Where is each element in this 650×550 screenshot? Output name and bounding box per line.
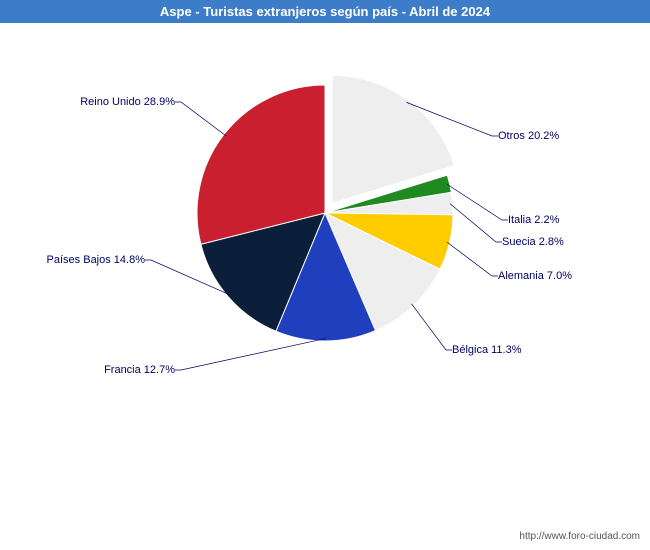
slice-label: Reino Unido 28.9% <box>80 96 175 108</box>
slice-label: Países Bajos 14.8% <box>47 254 146 266</box>
slice-label: Suecia 2.8% <box>502 236 564 248</box>
slice-label: Otros 20.2% <box>498 130 559 142</box>
pie-chart: Otros 20.2% Italia 2.2% Suecia 2.8% Alemani… <box>0 23 650 513</box>
slice-label: Francia 12.7% <box>104 364 175 376</box>
footer-url: http://www.foro-ciudad.com <box>519 531 640 542</box>
slice-label: Bélgica 11.3% <box>452 344 522 356</box>
slice-label: Italia 2.2% <box>508 214 560 226</box>
title-bar: Aspe - Turistas extranjeros según país -… <box>0 0 650 23</box>
chart-area: Otros 20.2% Italia 2.2% Suecia 2.8% Alemani… <box>0 23 650 513</box>
slice-label: Alemania 7.0% <box>498 270 572 282</box>
chart-title: Aspe - Turistas extranjeros según país -… <box>160 4 490 19</box>
